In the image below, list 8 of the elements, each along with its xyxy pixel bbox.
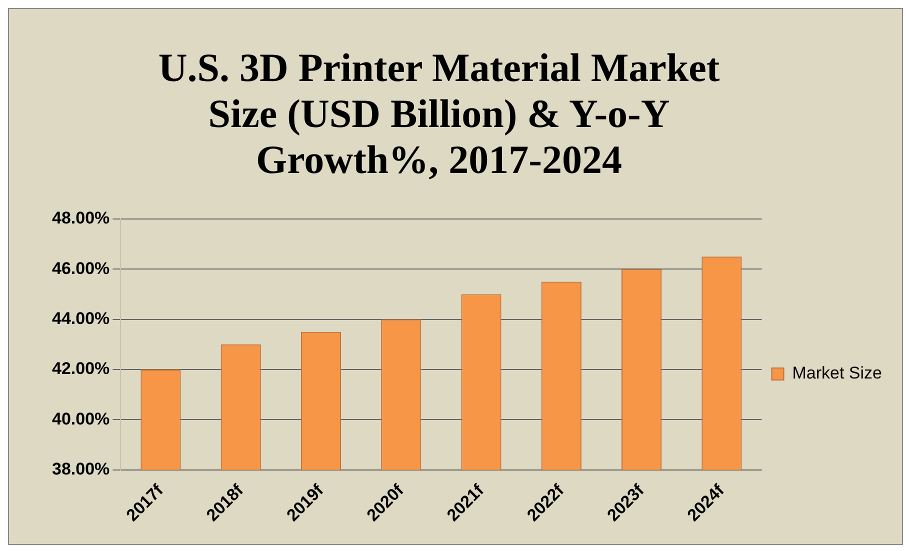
y-tick-label: 38.00% (52, 460, 110, 479)
y-tick-label: 42.00% (52, 359, 110, 378)
y-tick-label: 44.00% (52, 309, 110, 328)
y-tick-label: 46.00% (52, 258, 110, 278)
legend-label: Market Size (792, 364, 882, 383)
chart-title: U.S. 3D Printer Material Market Size (USD Billion) & Y-o-Y Growth%, 2017-2024 (157, 45, 721, 183)
y-tick-label: 48.00% (52, 208, 110, 228)
y-tick-label: 40.00% (52, 409, 110, 428)
